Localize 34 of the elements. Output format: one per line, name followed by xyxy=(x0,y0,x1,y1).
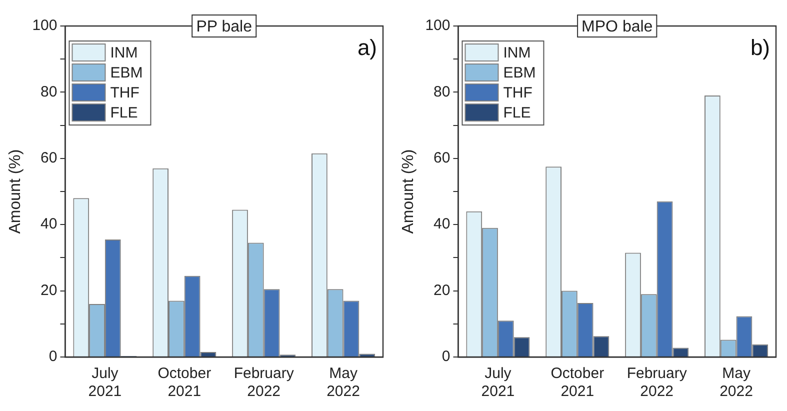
y-tick-label: 100 xyxy=(32,17,58,34)
x-tick-label: February 2022 xyxy=(234,365,294,400)
x-tick-label: February 2022 xyxy=(626,365,688,400)
legend-label: FLE xyxy=(503,104,531,122)
legend-label: THF xyxy=(503,84,532,102)
y-tick-label: 40 xyxy=(434,216,450,233)
x-tick-label: October 2021 xyxy=(158,365,212,400)
y-tick-label: 0 xyxy=(48,348,58,366)
y-tick-label: 20 xyxy=(40,282,58,299)
x-tick-label: October 2021 xyxy=(550,365,604,400)
x-tick-label: July 2021 xyxy=(481,365,515,400)
chart-title: PP bale xyxy=(196,18,252,36)
y-axis-title: Amount (%) xyxy=(7,149,24,234)
y-tick-label: 40 xyxy=(40,216,58,233)
y-tick-label: 80 xyxy=(40,83,58,100)
y-tick-label: 0 xyxy=(442,348,450,366)
y-tick-label: 80 xyxy=(434,83,450,100)
legend-label: EBM xyxy=(503,64,536,82)
y-tick-label: 100 xyxy=(425,17,450,34)
legend-label: EBM xyxy=(110,64,143,82)
x-tick-label: July 2021 xyxy=(88,365,122,400)
legend-label: FLE xyxy=(110,104,138,122)
legend-label: INM xyxy=(110,44,138,62)
annotation: a) xyxy=(357,35,377,60)
y-tick-label: 60 xyxy=(434,150,450,167)
x-tick-label: May 2022 xyxy=(326,365,360,400)
chart-title: MPO bale xyxy=(582,18,653,36)
y-axis-title: Amount (%) xyxy=(400,149,418,234)
legend-label: INM xyxy=(503,44,531,62)
x-tick-label: May 2022 xyxy=(720,365,753,400)
legend-label: THF xyxy=(110,84,140,102)
y-tick-label: 60 xyxy=(40,150,58,167)
y-tick-label: 20 xyxy=(434,282,450,299)
annotation: b) xyxy=(750,35,770,60)
